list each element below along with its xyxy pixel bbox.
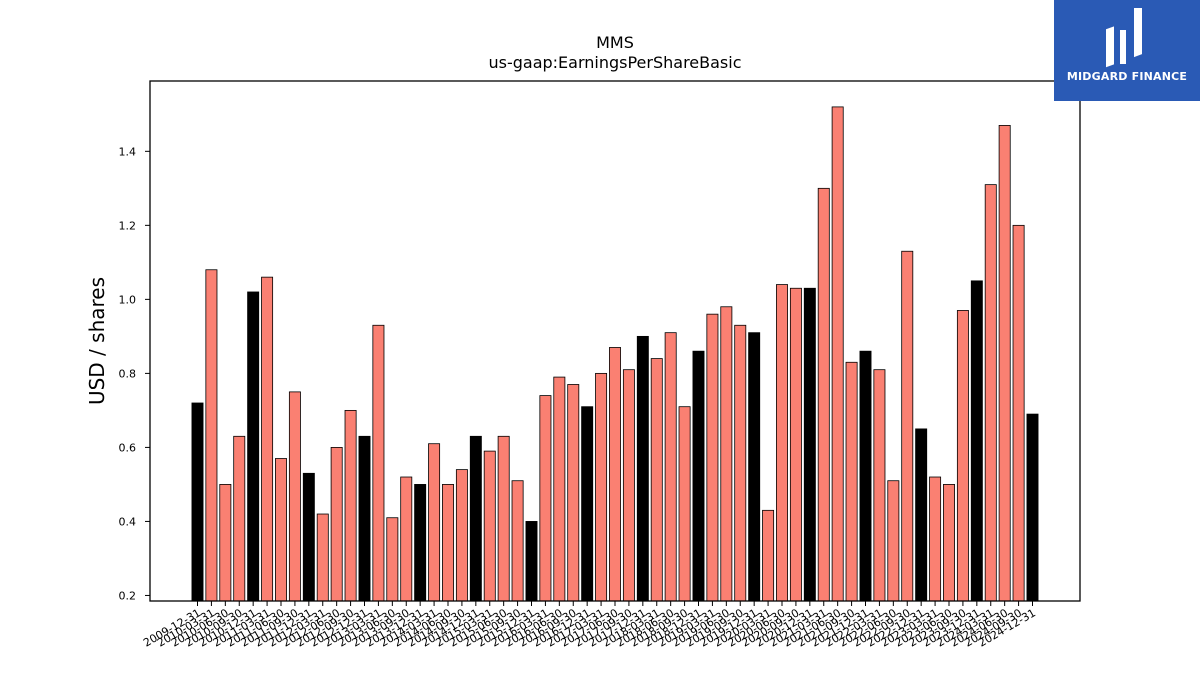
bar-2011-09-30 — [288, 391, 301, 602]
bar-2017-09-30 — [622, 369, 635, 602]
y-tick-label: 0.8 — [119, 367, 137, 380]
bar-2020-09-30 — [789, 287, 802, 602]
bar-2014-09-30 — [455, 469, 468, 602]
bar-2022-03-31 — [873, 369, 886, 602]
bar-2021-12-31 — [859, 350, 872, 602]
bar-2023-06-30 — [943, 484, 955, 602]
bar-2017-12-31 — [636, 335, 649, 602]
bar-2014-03-31 — [428, 443, 441, 602]
y-tick-label: 0.6 — [119, 441, 137, 454]
bar-2012-09-30 — [344, 409, 357, 602]
bar-2015-09-30 — [511, 480, 524, 602]
plot-frame — [149, 80, 1081, 602]
bar-2023-03-31 — [929, 476, 942, 602]
midgard-logo-icon — [1106, 8, 1142, 68]
brand-logo-text: MIDGARD FINANCE — [1066, 70, 1188, 83]
bar-2012-06-30 — [330, 447, 343, 602]
bar-2011-12-31 — [302, 472, 315, 602]
bar-2016-12-31 — [581, 406, 594, 602]
bar-2018-09-30 — [678, 406, 691, 602]
bar-2010-03-31 — [205, 269, 218, 602]
y-ticks: 0.2 0.4 0.6 0.8 1.0 1.2 1.4 — [119, 145, 150, 602]
bar-2019-03-31 — [706, 313, 719, 602]
y-tick-label: 1.4 — [119, 145, 137, 158]
y-tick-label: 0.2 — [119, 589, 137, 602]
bar-2021-06-30 — [831, 106, 844, 602]
brand-logo: MIDGARD FINANCE — [1054, 0, 1200, 101]
bar-2020-12-31 — [803, 287, 816, 602]
y-axis-label: USD / shares — [85, 277, 109, 405]
bar-2019-12-31 — [748, 332, 761, 602]
bar-2015-12-31 — [525, 521, 538, 602]
bar-2012-03-31 — [316, 513, 329, 602]
chart-subtitle: us-gaap:EarningsPerShareBasic — [488, 53, 741, 72]
chart-title: MMS — [596, 33, 634, 52]
bar-2019-09-30 — [734, 324, 747, 602]
bar-2013-12-31 — [414, 484, 427, 602]
bar-2017-03-31 — [595, 372, 608, 602]
bar-2009-12-31 — [191, 402, 204, 602]
bar-2018-12-31 — [692, 350, 705, 602]
bar-2016-03-31 — [539, 395, 552, 602]
bar-2024-06-30 — [998, 125, 1011, 602]
bar-2011-06-30 — [275, 458, 287, 602]
bar-2023-12-31 — [970, 280, 983, 602]
bar-2010-12-31 — [247, 291, 260, 602]
bar-2022-06-30 — [887, 480, 900, 602]
x-ticks: 2009-12-312010-03-312010-06-302010-09-30… — [141, 601, 1038, 650]
bar-2020-03-31 — [762, 509, 775, 602]
bar-2015-03-31 — [483, 450, 496, 602]
bar-2018-03-31 — [650, 358, 663, 602]
y-tick-label: 0.4 — [119, 515, 137, 528]
bar-2019-06-30 — [720, 306, 733, 602]
y-tick-label: 1.2 — [119, 219, 137, 232]
bar-2024-12-31 — [1026, 413, 1039, 602]
bar-2011-03-31 — [261, 276, 274, 602]
bar-2016-06-30 — [553, 376, 566, 602]
bar-2021-09-30 — [845, 361, 858, 602]
bar-2015-06-30 — [497, 435, 510, 602]
bar-2013-03-31 — [372, 324, 385, 602]
bar-2023-09-30 — [956, 310, 969, 602]
bar-2024-09-30 — [1012, 224, 1025, 602]
bar-2014-12-31 — [469, 435, 482, 602]
bar-2014-06-30 — [442, 484, 454, 602]
y-tick-label: 1.0 — [119, 293, 137, 306]
bars-group — [191, 106, 1039, 602]
bar-2010-06-30 — [219, 484, 232, 602]
bar-2020-06-30 — [776, 284, 788, 602]
bar-2024-03-31 — [984, 184, 997, 602]
bar-2012-12-31 — [358, 435, 371, 602]
bar-2018-06-30 — [664, 332, 677, 602]
bar-2016-09-30 — [567, 384, 580, 602]
bar-2017-06-30 — [609, 347, 621, 602]
bar-2013-06-30 — [386, 517, 399, 602]
bar-2022-09-30 — [901, 250, 914, 602]
bar-2021-03-31 — [817, 187, 830, 602]
bar-2010-09-30 — [233, 435, 246, 602]
bar-2013-09-30 — [400, 476, 413, 602]
bar-2022-12-31 — [915, 428, 928, 602]
